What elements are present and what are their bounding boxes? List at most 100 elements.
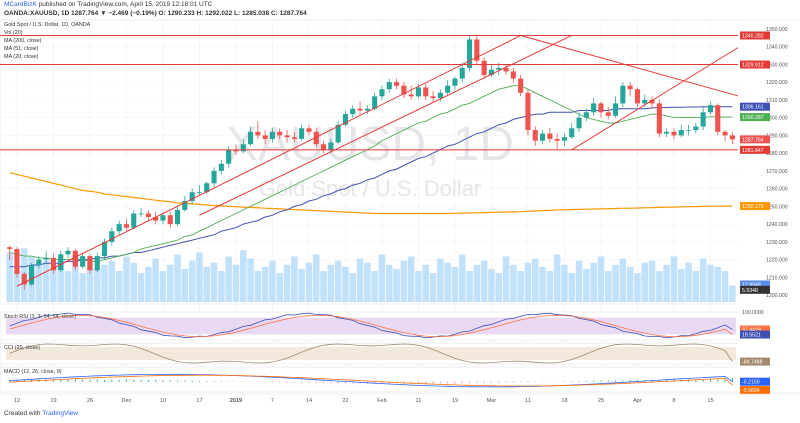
- price-tick-label: 1210.000: [766, 275, 788, 281]
- candle-body: [14, 248, 20, 274]
- candle-body: [408, 94, 414, 97]
- candle-body: [372, 96, 378, 109]
- macd-histogram-bar: [220, 381, 222, 382]
- candle-body: [430, 96, 436, 99]
- macd-histogram-bar: [293, 381, 295, 383]
- macd-histogram-bar: [593, 380, 595, 382]
- volume-bar: [378, 254, 386, 302]
- candle-body: [474, 39, 480, 61]
- candle-body: [80, 256, 86, 267]
- volume-bar: [196, 252, 203, 302]
- candle-body: [277, 131, 283, 136]
- price-mark-label: 1300.287: [742, 115, 764, 121]
- stoch-d-line: [9, 314, 733, 338]
- time-tick-label: 7: [271, 398, 274, 404]
- candle-body: [123, 224, 130, 228]
- macd-histogram-bar: [454, 381, 456, 384]
- indicator-value-badge: [740, 377, 770, 386]
- candle-body: [496, 67, 502, 70]
- candle-body: [328, 142, 334, 150]
- volume-bar: [707, 264, 714, 302]
- macd-histogram-bar: [695, 379, 697, 382]
- candle-body: [445, 85, 451, 93]
- candle-body: [350, 108, 356, 115]
- ma20-line: [9, 85, 733, 262]
- volume-bar: [57, 258, 65, 302]
- indicator-value-badge: [740, 357, 770, 366]
- volume-bar: [517, 271, 524, 302]
- volume-bar: [444, 262, 451, 302]
- cci-label: CCI (20, close): [4, 345, 40, 351]
- candle-body: [233, 149, 239, 152]
- macd-histogram-bar: [585, 380, 587, 382]
- candle-body: [649, 99, 655, 104]
- watermark: XAUUSD, 1D Gold Spot / U.S. Dollar: [226, 118, 514, 201]
- candle-body: [240, 144, 246, 152]
- candle-body: [255, 131, 261, 136]
- volume-bar: [42, 260, 50, 302]
- candle-body: [401, 85, 407, 95]
- candle-body: [393, 82, 400, 86]
- candle-body: [671, 131, 677, 136]
- volume-bar: [619, 258, 627, 302]
- candle-body: [656, 103, 662, 134]
- candle-body: [313, 131, 319, 145]
- candle-body: [598, 103, 604, 113]
- author-link[interactable]: MCardBizK: [4, 1, 37, 8]
- indicator-value-badge: [740, 330, 770, 339]
- time-tick-label: 19: [452, 398, 458, 404]
- price-pane-border: [0, 19, 800, 305]
- macd-histogram-bar: [330, 381, 332, 384]
- macd-histogram-bar: [184, 380, 186, 382]
- macd-histogram-bar: [417, 381, 419, 384]
- volume-bar: [371, 271, 378, 302]
- volume-bar: [188, 260, 196, 302]
- macd-histogram-bar: [702, 379, 704, 382]
- candle-body: [466, 39, 473, 68]
- candle-body: [116, 224, 122, 232]
- candle-body: [218, 163, 224, 171]
- macd-histogram-bar: [498, 381, 500, 383]
- macd-histogram-bar: [23, 379, 25, 382]
- volume-bar: [583, 268, 590, 302]
- candle-body: [379, 89, 385, 97]
- macd-histogram-bar: [688, 379, 690, 382]
- indicator-value-badge: [740, 386, 770, 395]
- candle-body: [72, 250, 78, 267]
- macd-histogram-bar: [447, 381, 449, 384]
- stoch-k-line: [9, 312, 733, 339]
- volume-bar: [261, 266, 269, 302]
- volume-bar: [210, 262, 218, 302]
- price-tick-label: 1320.000: [766, 80, 788, 86]
- tradingview-logo-link[interactable]: TradingView: [42, 410, 78, 417]
- candle-body: [58, 254, 64, 271]
- macd-histogram-bar: [622, 380, 624, 382]
- volume-bar: [721, 271, 729, 302]
- candle-body: [642, 99, 648, 104]
- volume-bar: [364, 262, 371, 302]
- watermark-symbol: XAUUSD, 1D: [226, 118, 514, 171]
- macd-histogram-bar: [527, 381, 529, 383]
- volume-bar: [458, 254, 466, 302]
- price-mark-badge: [740, 285, 770, 294]
- volume-bar: [159, 271, 167, 302]
- price-mark-label: 1281.847: [742, 148, 764, 154]
- macd-histogram-bar: [476, 381, 478, 384]
- price-tick-label: 1240.000: [766, 222, 788, 228]
- volume-bar: [123, 256, 130, 302]
- macd-histogram-bar: [381, 381, 383, 384]
- ma200-line: [9, 172, 733, 215]
- candle-body: [715, 105, 721, 132]
- macd-histogram-bar: [82, 379, 84, 382]
- macd-histogram-bar: [213, 381, 215, 382]
- macd-histogram-bar: [578, 381, 580, 382]
- macd-histogram-bar: [512, 381, 514, 383]
- trendline: [571, 46, 740, 151]
- volume-bar: [502, 256, 510, 302]
- volume-bar: [641, 262, 649, 302]
- macd-histogram-bar: [198, 380, 200, 382]
- volume-bar: [283, 264, 291, 302]
- macd-histogram-bar: [191, 380, 193, 382]
